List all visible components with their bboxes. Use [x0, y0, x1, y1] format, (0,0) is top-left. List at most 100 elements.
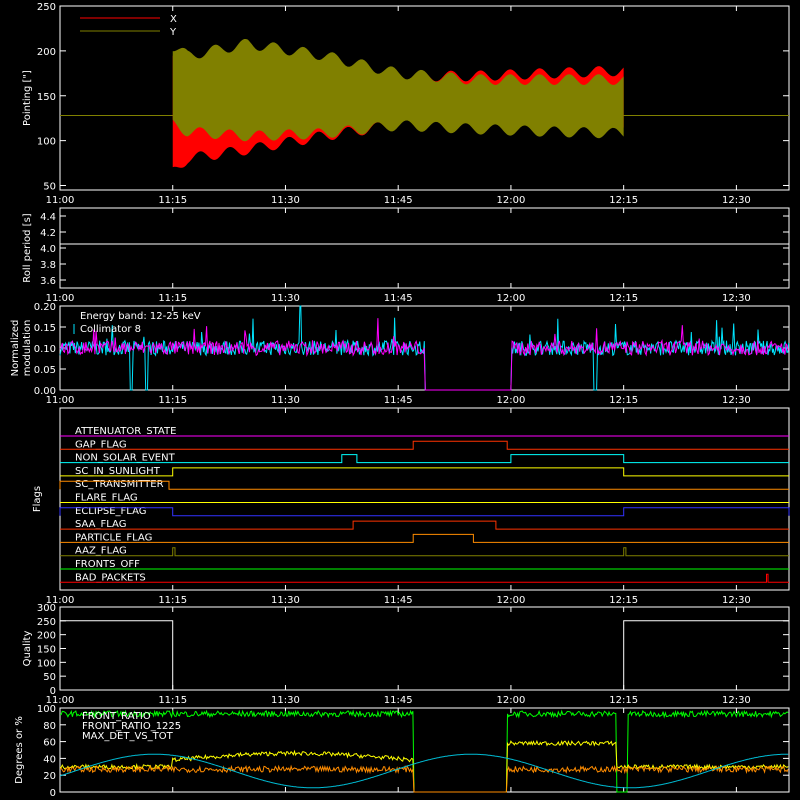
- flag-label: FLARE_FLAG: [75, 493, 138, 504]
- ratio-legend-label: FRONT_RATIO: [82, 711, 151, 722]
- y-tick-label: 100: [37, 658, 56, 669]
- flag-line-bad-packets: [60, 573, 789, 583]
- y-tick-label: 20: [43, 771, 56, 782]
- x-tick-label: 11:15: [158, 293, 187, 304]
- x-tick-label: 11:00: [46, 293, 75, 304]
- roll-period-panel: 3.6 3.8 4.0 4.2 4.4 11:00 11:15 11:30 11:45 12:00…: [22, 207, 790, 304]
- y-tick-label: 250: [37, 617, 56, 628]
- y-tick-label: 0.10: [34, 344, 56, 355]
- y-tick-label: 0.00: [34, 386, 56, 397]
- x-tick-label: 12:00: [497, 195, 526, 206]
- x-tick-label: 11:30: [271, 293, 300, 304]
- x-tick-label: 12:15: [609, 395, 638, 406]
- y-tick-label: 80: [43, 721, 56, 732]
- y-tick-label: 0.05: [34, 365, 56, 376]
- y-tick-label: 150: [37, 645, 56, 656]
- y-tick-label: 200: [37, 631, 56, 642]
- flag-line-particle-flag: [60, 533, 789, 543]
- flag-label: ATTENUATOR_STATE: [75, 426, 176, 437]
- y-tick-label: 40: [43, 754, 56, 765]
- x-tick-label: 12:30: [722, 595, 751, 606]
- x-tick-label: 11:30: [271, 195, 300, 206]
- pointing-series-y: [172, 38, 624, 142]
- flag-label: SC_TRANSMITTER: [75, 479, 164, 490]
- x-tick-label: 11:45: [384, 395, 413, 406]
- x-tick-label: 11:15: [158, 595, 187, 606]
- y-tick-label: 4.2: [40, 228, 56, 239]
- y-axis-label: Flags: [32, 486, 43, 512]
- y-tick-label: 150: [37, 92, 56, 103]
- flag-line-sc-transmitter: [59, 480, 789, 490]
- x-tick-label: 12:30: [722, 195, 751, 206]
- y-tick-label: 3.6: [40, 276, 56, 287]
- modulation-series-1: [59, 318, 789, 391]
- y-axis-label: Pointing ["]: [22, 70, 33, 126]
- ratio-series-3: [59, 753, 789, 789]
- x-tick-label: 12:30: [722, 293, 751, 304]
- quality-panel: 0 50 100 150 200 250 300 11:00 11:15 11:30 11:45 12…: [22, 603, 790, 706]
- flags-panel: 11:00 11:15 11:30 11:45 12:00 12:15 12:30 Flags…: [32, 407, 790, 606]
- x-tick-label: 11:30: [271, 395, 300, 406]
- ratio-legend-label: MAX_DET_VS_TOT: [82, 731, 174, 742]
- y-tick-label: 3.8: [40, 260, 56, 271]
- y-axis-label: Normalized: [10, 320, 21, 377]
- y-axis-label: Quality: [22, 631, 33, 667]
- x-tick-label: 12:15: [609, 195, 638, 206]
- x-tick-label: 12:15: [609, 595, 638, 606]
- x-tick-label: 12:15: [609, 293, 638, 304]
- flag-label: FRONTS_OFF: [75, 559, 140, 570]
- y-tick-label: 4.0: [40, 244, 56, 255]
- y-axis-label: Degrees or %: [14, 716, 25, 784]
- flag-label: ECLIPSE_FLAG: [75, 506, 146, 517]
- flags-frame: [59, 407, 790, 591]
- x-tick-label: 12:15: [609, 695, 638, 706]
- pointing-frame: [59, 5, 790, 191]
- x-tick-label: 11:15: [158, 395, 187, 406]
- flag-line-saa-flag: [60, 520, 789, 530]
- x-tick-label: 11:00: [46, 595, 75, 606]
- flag-line-eclipse-flag: [59, 507, 790, 517]
- ratio-series-2: [59, 764, 789, 793]
- pointing-panel: 50 100 150 200 250 11:00 11:15 11:30 11:45 12:00 1…: [22, 2, 790, 206]
- y-tick-label: 50: [43, 672, 56, 683]
- x-tick-label: 12:00: [497, 293, 526, 304]
- x-tick-label: 12:00: [497, 695, 526, 706]
- ratios-panel: 0 20 40 60 80 100 Degrees or % FRONT_RATIOFRONT…: [14, 704, 790, 799]
- x-tick-label: 11:45: [384, 695, 413, 706]
- x-tick-label: 11:45: [384, 195, 413, 206]
- y-tick-label: 300: [37, 603, 56, 614]
- y-tick-label: 50: [43, 182, 56, 193]
- flag-label: NON_SOLAR_EVENT: [75, 453, 176, 464]
- x-tick-label: 12:30: [722, 695, 751, 706]
- y-tick-label: 60: [43, 738, 56, 749]
- flag-label: PARTICLE_FLAG: [75, 532, 152, 543]
- y-axis-label: modulation: [22, 320, 33, 377]
- x-tick-label: 12:00: [497, 595, 526, 606]
- y-tick-label: 100: [37, 137, 56, 148]
- x-tick-label: 11:45: [384, 595, 413, 606]
- x-tick-label: 11:45: [384, 293, 413, 304]
- flag-label: BAD_PACKETS: [75, 572, 146, 583]
- x-tick-label: 11:30: [271, 595, 300, 606]
- legend-label: Y: [169, 27, 177, 38]
- x-tick-label: 11:15: [158, 195, 187, 206]
- x-tick-label: 11:30: [271, 695, 300, 706]
- x-tick-label: 11:00: [46, 195, 75, 206]
- y-tick-label: 250: [37, 2, 56, 13]
- x-tick-label: 11:15: [158, 695, 187, 706]
- y-tick-label: 0: [50, 686, 56, 697]
- flag-label: GAP_FLAG: [75, 439, 127, 450]
- legend-label: X: [170, 14, 177, 25]
- ratio-legend-label: FRONT_RATIO_1225: [82, 721, 181, 732]
- collimator-annotation: Collimator 8: [80, 324, 141, 335]
- flag-line-non-solar-event: [60, 454, 789, 464]
- flag-label: SC_IN_SUNLIGHT: [75, 466, 161, 477]
- y-tick-label: 0.15: [34, 323, 56, 334]
- y-tick-label: 0: [50, 788, 56, 799]
- x-tick-label: 11:00: [46, 695, 75, 706]
- x-tick-label: 12:30: [722, 395, 751, 406]
- flag-line-sc-in-sunlight: [60, 467, 789, 477]
- flag-label: AAZ_FLAG: [75, 546, 127, 557]
